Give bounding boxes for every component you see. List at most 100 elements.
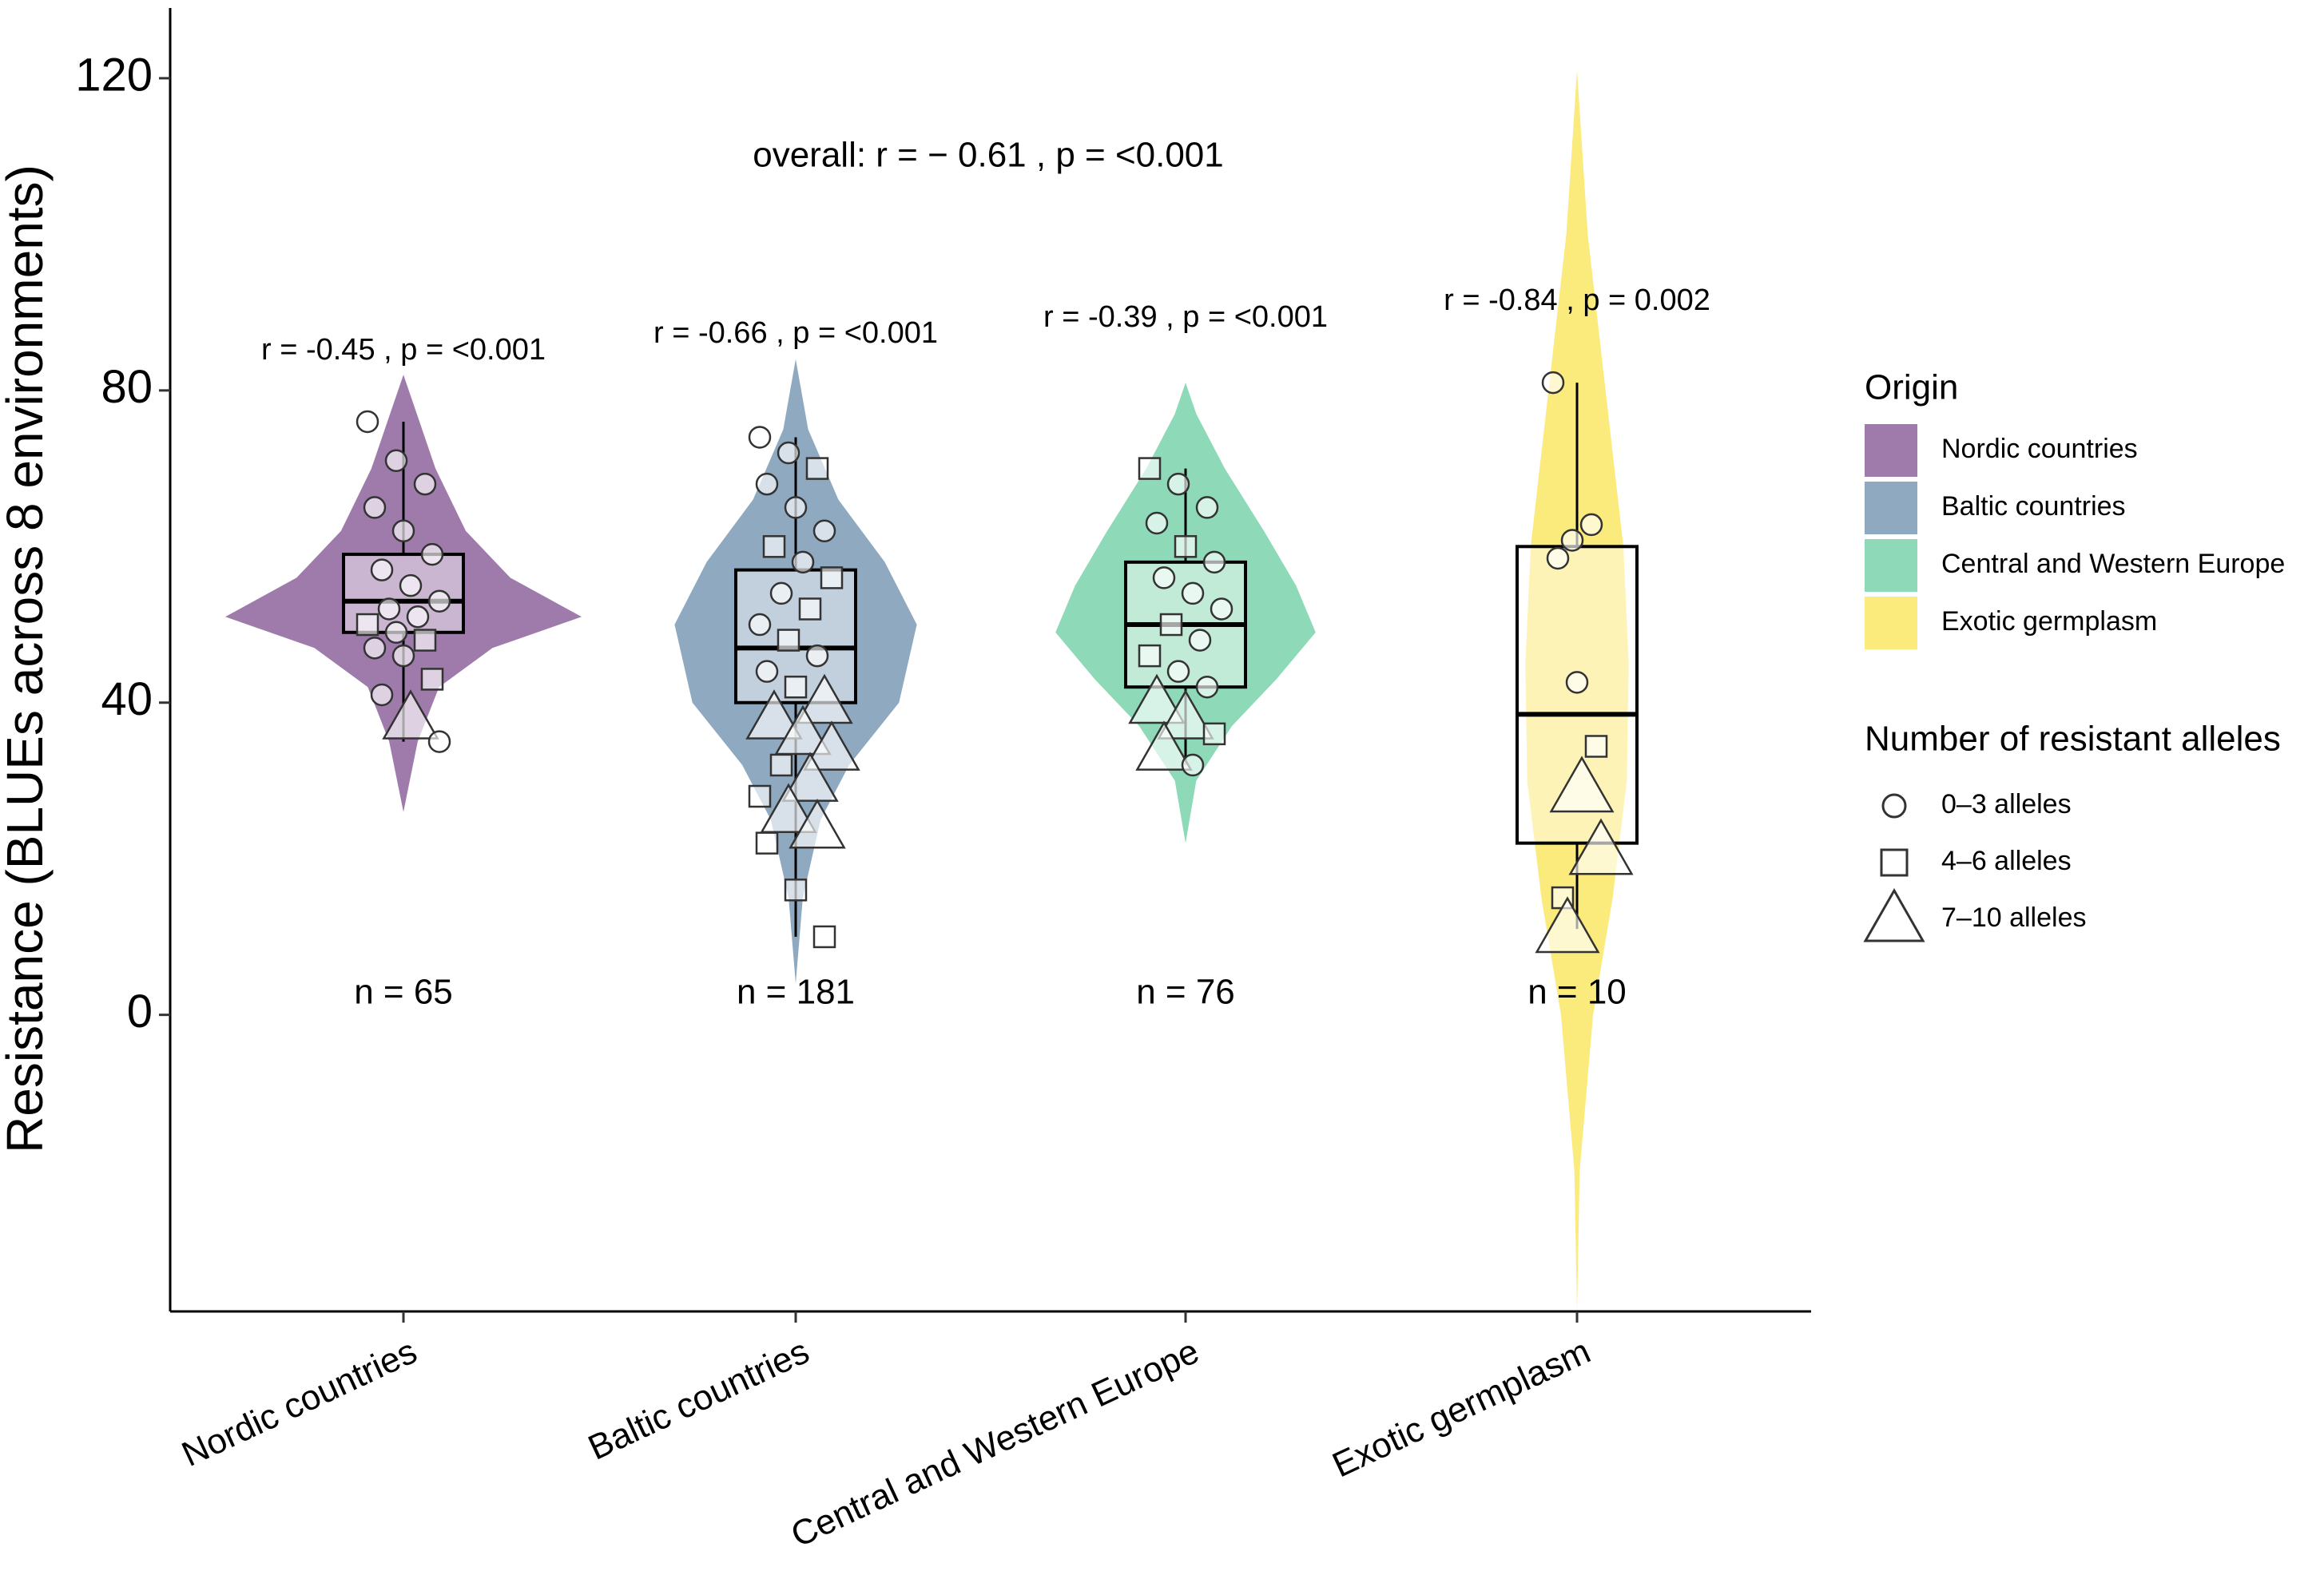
point <box>1128 673 1186 724</box>
stat-label: r = -0.39 , p = <0.001 <box>1043 300 1328 334</box>
point <box>384 449 408 473</box>
point <box>805 644 829 668</box>
point <box>1560 529 1584 552</box>
legend-swatch <box>1865 539 1917 592</box>
point <box>784 496 808 519</box>
point <box>796 673 853 724</box>
point <box>1880 848 1909 877</box>
point <box>784 675 808 699</box>
point <box>1152 566 1176 589</box>
point <box>755 831 779 855</box>
point <box>413 629 437 652</box>
point <box>1159 613 1183 637</box>
legend-swatch <box>1865 424 1917 477</box>
legend-swatch <box>1865 482 1917 534</box>
point <box>762 535 786 558</box>
legend-label: Baltic countries <box>1941 491 2126 522</box>
point <box>789 798 846 849</box>
point <box>1584 735 1608 758</box>
y-tick-label: 80 <box>101 361 153 413</box>
stat-label: r = -0.45 , p = <0.001 <box>261 333 546 367</box>
point <box>1157 689 1214 740</box>
point <box>748 613 772 637</box>
point <box>406 605 430 629</box>
point <box>1166 472 1190 496</box>
point <box>1138 644 1162 668</box>
point <box>769 581 793 605</box>
point <box>820 566 844 589</box>
violin <box>225 375 403 812</box>
point <box>1541 371 1565 395</box>
legend-title: Origin <box>1865 368 1958 407</box>
x-tick-label: Exotic germplasm <box>1327 1331 1597 1485</box>
n-label: n = 65 <box>354 973 453 1012</box>
violin <box>1055 383 1186 843</box>
point <box>1181 753 1205 777</box>
point <box>1166 660 1190 683</box>
point <box>384 621 408 645</box>
point <box>1181 581 1205 605</box>
y-tick-label: 40 <box>101 673 153 725</box>
point <box>1579 513 1603 537</box>
point <box>377 597 401 621</box>
point <box>1174 535 1198 558</box>
y-axis-title: Resistance (BLUEs across 8 environments) <box>0 165 54 1153</box>
stat-label: r = -0.84 , p = 0.002 <box>1444 284 1710 317</box>
point <box>1546 546 1570 570</box>
shape-legend-label: 4–6 alleles <box>1941 846 2072 876</box>
shape-legend-title: Number of resistant alleles <box>1865 720 2281 759</box>
point <box>769 753 793 777</box>
point <box>420 668 444 691</box>
point <box>748 426 772 449</box>
n-label: n = 10 <box>1527 973 1627 1012</box>
point <box>420 542 444 566</box>
point <box>1568 818 1634 875</box>
point <box>363 496 387 519</box>
point <box>760 783 817 834</box>
point <box>777 441 800 465</box>
point <box>413 472 437 496</box>
point <box>1145 511 1169 535</box>
point <box>1138 457 1162 480</box>
point <box>777 629 800 652</box>
point <box>812 519 836 543</box>
point <box>1863 887 1925 942</box>
x-tick-label: Baltic countries <box>582 1331 815 1468</box>
point <box>1565 671 1589 694</box>
point <box>1535 896 1600 954</box>
legend-label: Exotic germplasm <box>1941 606 2157 637</box>
point <box>748 784 772 808</box>
point <box>755 472 779 496</box>
point <box>370 558 394 581</box>
point <box>1188 629 1212 652</box>
y-tick-label: 120 <box>75 49 153 101</box>
point <box>812 925 836 949</box>
point <box>382 689 439 740</box>
shape-legend-label: 0–3 alleles <box>1941 789 2072 819</box>
point <box>427 589 451 613</box>
point <box>356 410 379 434</box>
point <box>1210 597 1234 621</box>
point <box>805 457 829 480</box>
point <box>1549 756 1615 813</box>
overall-annotation: overall: r = − 0.61 , p = <0.001 <box>753 136 1224 175</box>
point <box>1135 720 1193 771</box>
n-label: n = 76 <box>1136 973 1235 1012</box>
point <box>391 519 415 543</box>
point <box>784 879 808 902</box>
point <box>791 550 815 574</box>
point <box>798 597 822 621</box>
point <box>399 573 423 597</box>
point <box>356 613 379 637</box>
point <box>1202 722 1226 746</box>
point <box>391 644 415 668</box>
point <box>755 660 779 683</box>
legend-label: Nordic countries <box>1941 434 2138 464</box>
point <box>745 689 803 740</box>
point <box>1195 675 1219 699</box>
x-tick-label: Central and Western Europe <box>785 1331 1205 1555</box>
n-label: n = 181 <box>737 973 855 1012</box>
point <box>781 752 839 802</box>
point <box>1202 550 1226 574</box>
